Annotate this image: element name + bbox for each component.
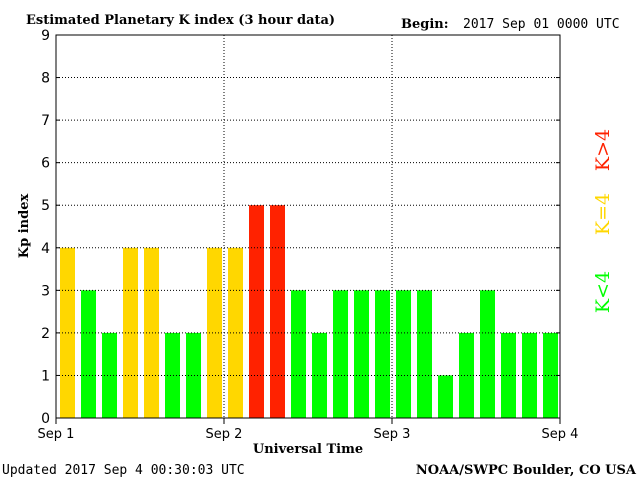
legend-above: K>4 (592, 129, 614, 171)
kp-bar (312, 332, 327, 418)
kp-bar (438, 375, 453, 418)
legend-below: K<4 (592, 271, 614, 313)
y-tick-label: 8 (41, 71, 50, 87)
y-tick-label: 6 (41, 156, 50, 172)
x-tick-label: Sep 2 (206, 427, 243, 442)
bar-series (60, 205, 558, 418)
x-axis-ticks: Sep 1 Sep 2 Sep 3 Sep 4 (38, 418, 579, 442)
chart-title: Estimated Planetary K index (3 hour data… (26, 13, 335, 28)
kp-bar (186, 332, 201, 418)
y-tick-label: 3 (41, 283, 50, 299)
kp-bar (501, 332, 516, 418)
x-axis-label: Universal Time (253, 442, 363, 457)
begin-value: 2017 Sep 01 0000 UTC (463, 17, 620, 32)
y-tick-label: 1 (41, 368, 50, 384)
y-tick-label: 9 (41, 28, 50, 44)
begin-label: Begin: (401, 17, 449, 32)
x-tick-label: Sep 1 (38, 427, 75, 442)
y-tick-label: 7 (41, 113, 50, 129)
y-axis-ticks: 0 1 2 3 4 5 6 7 8 9 (41, 28, 560, 427)
x-tick-label: Sep 3 (374, 427, 411, 442)
kp-bar (270, 205, 285, 418)
kp-bar (333, 290, 348, 418)
kp-bar (165, 332, 180, 418)
kp-bar (102, 332, 117, 418)
plot-frame (55, 34, 561, 419)
kp-bar (354, 290, 369, 418)
kp-bar (396, 290, 411, 418)
kp-bar (522, 332, 537, 418)
legend-equal: K=4 (592, 193, 614, 235)
grid-lines (56, 35, 560, 418)
y-tick-label: 2 (41, 326, 50, 342)
y-tick-label: 4 (41, 241, 50, 257)
kp-bar (291, 290, 306, 418)
x-tick-label: Sep 4 (542, 427, 579, 442)
kp-bar (417, 290, 432, 418)
credit-line: NOAA/SWPC Boulder, CO USA (416, 463, 637, 478)
updated-timestamp: Updated 2017 Sep 4 00:30:03 UTC (2, 463, 245, 478)
kp-bar (81, 290, 96, 418)
kp-bar (375, 290, 390, 418)
kp-bar (249, 205, 264, 418)
y-axis-label: Kp index (17, 194, 32, 259)
kp-bar (480, 290, 495, 418)
y-tick-label: 5 (41, 198, 50, 214)
kp-bar (459, 332, 474, 418)
kp-bar (543, 332, 558, 418)
y-tick-label: 0 (41, 411, 50, 427)
